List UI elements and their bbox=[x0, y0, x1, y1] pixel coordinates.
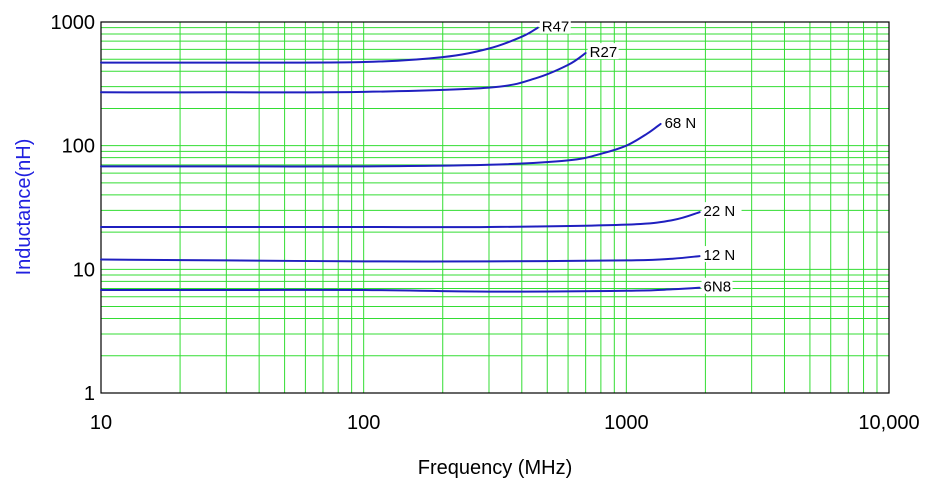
series-label: 12 N bbox=[704, 247, 736, 264]
y-axis-label: Inductance(nH) bbox=[13, 139, 35, 276]
y-tick-label: 1000 bbox=[51, 12, 96, 34]
series-label: R47 bbox=[542, 19, 570, 36]
series-label: 22 N bbox=[704, 203, 736, 220]
series-line-22n bbox=[100, 211, 701, 229]
plot-frame bbox=[100, 21, 890, 394]
series-line-12n bbox=[100, 255, 701, 263]
x-tick-label: 10 bbox=[90, 412, 112, 434]
x-tick-label: 100 bbox=[347, 412, 380, 434]
series-label-background bbox=[539, 17, 571, 34]
series-label-background bbox=[701, 202, 742, 219]
series-label-background bbox=[587, 43, 619, 60]
y-tick-label: 10 bbox=[73, 259, 95, 281]
y-tick-label: 1 bbox=[84, 383, 95, 405]
series-label: 68 N bbox=[665, 115, 697, 132]
series-label: 6N8 bbox=[704, 279, 732, 296]
series-line-r27 bbox=[100, 52, 587, 94]
series-label: R27 bbox=[590, 44, 618, 61]
x-tick-label: 10,000 bbox=[858, 412, 919, 434]
series-label-background bbox=[662, 113, 703, 130]
x-axis-label: Frequency (MHz) bbox=[418, 457, 572, 479]
y-tick-label: 100 bbox=[62, 136, 95, 158]
grid bbox=[101, 22, 889, 393]
series-group bbox=[100, 26, 701, 293]
series-line-r47 bbox=[100, 26, 539, 64]
series-line-6n8 bbox=[100, 286, 701, 293]
series-line-68n bbox=[100, 122, 662, 168]
series-label-background bbox=[701, 277, 733, 294]
tick-labels: 10 100 1000 10,000 1 10 100 1000 bbox=[51, 12, 920, 434]
x-tick-label: 1000 bbox=[604, 412, 649, 434]
series-label-background bbox=[701, 246, 742, 263]
series-labels: R47 R27 68 N 22 N 12 N 6N8 bbox=[539, 17, 742, 296]
